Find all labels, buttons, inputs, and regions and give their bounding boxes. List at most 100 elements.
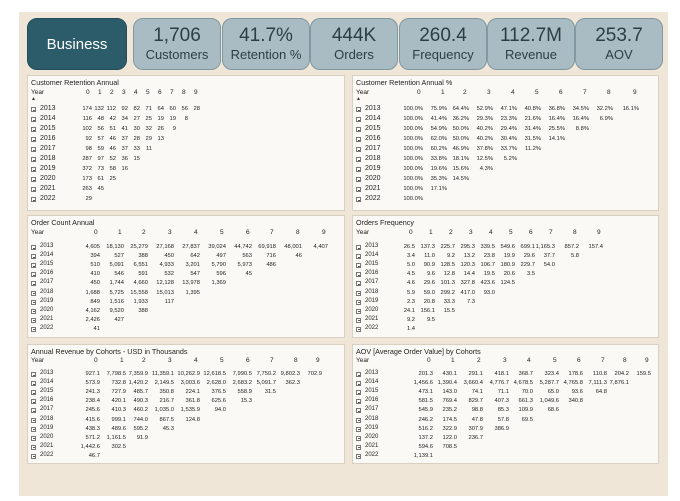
expand-row-icon[interactable] <box>31 372 36 377</box>
expand-row-icon[interactable] <box>356 281 361 287</box>
cohort-column-header[interactable]: 6 <box>246 229 250 236</box>
cohort-column-header[interactable]: 9 <box>633 89 637 96</box>
cohort-column-header[interactable]: 1 <box>441 89 445 96</box>
expand-row-icon[interactable] <box>31 417 36 423</box>
cohort-column-header[interactable]: 5 <box>509 229 513 236</box>
cohort-column-header[interactable]: 8 <box>607 89 611 96</box>
cohort-column-header[interactable]: 4 <box>489 229 493 236</box>
expand-row-icon[interactable] <box>356 245 361 250</box>
cohort-column-header[interactable]: 8 <box>294 357 298 364</box>
cohort-column-header[interactable]: 0 <box>427 357 431 364</box>
expand-row-icon[interactable] <box>31 435 36 441</box>
expand-row-icon[interactable] <box>356 127 361 132</box>
expand-row-icon[interactable] <box>31 127 36 132</box>
cohort-column-header[interactable]: 1 <box>429 229 433 236</box>
cohort-column-header[interactable]: 1 <box>120 357 124 364</box>
cohort-column-header[interactable]: 3 <box>122 89 126 96</box>
revenue-kpi[interactable]: 112.7M Revenue <box>487 18 575 70</box>
expand-row-icon[interactable] <box>356 290 361 296</box>
expand-row-icon[interactable] <box>356 408 361 414</box>
retention-kpi[interactable]: 41.7% Retention % <box>222 18 310 70</box>
expand-row-icon[interactable] <box>356 372 361 377</box>
cohort-column-header[interactable]: 2 <box>142 357 146 364</box>
cohort-column-header[interactable]: 3 <box>487 89 491 96</box>
expand-row-icon[interactable] <box>356 453 361 459</box>
year-column-header[interactable]: Year <box>356 357 370 364</box>
cohort-column-header[interactable]: 4 <box>194 357 198 364</box>
expand-row-icon[interactable] <box>31 408 36 414</box>
cohort-column-header[interactable]: 6 <box>559 89 563 96</box>
expand-row-icon[interactable] <box>31 290 36 296</box>
expand-row-icon[interactable] <box>31 177 36 182</box>
expand-row-icon[interactable] <box>31 326 36 332</box>
cohort-column-header[interactable]: 5 <box>220 357 224 364</box>
expand-row-icon[interactable] <box>31 157 36 162</box>
cohort-column-header[interactable]: 6 <box>529 229 533 236</box>
year-column-header[interactable]: Year <box>356 229 370 236</box>
expand-row-icon[interactable] <box>31 137 36 142</box>
expand-row-icon[interactable] <box>31 281 36 287</box>
cohort-column-header[interactable]: 4 <box>527 357 531 364</box>
cohort-column-header[interactable]: 0 <box>94 229 98 236</box>
cohort-column-header[interactable]: 6 <box>158 89 162 96</box>
cohort-column-header[interactable]: 9 <box>645 357 649 364</box>
cohort-column-header[interactable]: 3 <box>503 357 507 364</box>
expand-row-icon[interactable] <box>356 107 361 112</box>
cohort-column-header[interactable]: 2 <box>449 229 453 236</box>
cohort-column-header[interactable]: 0 <box>94 357 98 364</box>
customers-kpi[interactable]: 1,706 Customers <box>133 18 221 70</box>
cohort-column-header[interactable]: 2 <box>110 89 114 96</box>
year-column-header[interactable]: Year <box>31 89 45 96</box>
cohort-column-header[interactable]: 3 <box>469 229 473 236</box>
expand-row-icon[interactable] <box>356 187 361 192</box>
cohort-column-header[interactable]: 5 <box>220 229 224 236</box>
cohort-column-header[interactable]: 7 <box>601 357 605 364</box>
expand-row-icon[interactable] <box>31 254 36 260</box>
cohort-column-header[interactable]: 7 <box>583 89 587 96</box>
expand-row-icon[interactable] <box>356 435 361 441</box>
expand-row-icon[interactable] <box>356 157 361 162</box>
expand-row-icon[interactable] <box>356 272 361 278</box>
cohort-column-header[interactable]: 0 <box>86 89 90 96</box>
cohort-column-header[interactable]: 5 <box>553 357 557 364</box>
cohort-column-header[interactable]: 1 <box>98 89 102 96</box>
expand-row-icon[interactable] <box>356 317 361 323</box>
cohort-column-header[interactable]: 8 <box>182 89 186 96</box>
expand-row-icon[interactable] <box>31 197 36 202</box>
cohort-column-header[interactable]: 4 <box>194 229 198 236</box>
cohort-column-header[interactable]: 5 <box>146 89 150 96</box>
cohort-column-header[interactable]: 8 <box>296 229 300 236</box>
expand-row-icon[interactable] <box>356 263 361 269</box>
expand-row-icon[interactable] <box>31 426 36 432</box>
cohort-column-header[interactable]: 8 <box>623 357 627 364</box>
expand-row-icon[interactable] <box>31 399 36 405</box>
cohort-column-header[interactable]: 3 <box>168 357 172 364</box>
expand-row-icon[interactable] <box>31 147 36 152</box>
cohort-column-header[interactable]: 2 <box>142 229 146 236</box>
year-column-header[interactable]: Year <box>356 89 370 96</box>
expand-row-icon[interactable] <box>356 299 361 305</box>
cohort-column-header[interactable]: 7 <box>270 229 274 236</box>
sort-arrow-icon[interactable]: ▲ <box>31 96 36 102</box>
expand-row-icon[interactable] <box>31 167 36 172</box>
expand-row-icon[interactable] <box>31 299 36 305</box>
orders-kpi[interactable]: 444K Orders <box>310 18 398 70</box>
cohort-column-header[interactable]: 1 <box>451 357 455 364</box>
cohort-column-header[interactable]: 0 <box>409 229 413 236</box>
expand-row-icon[interactable] <box>356 326 361 332</box>
aov-kpi[interactable]: 253.7 AOV <box>575 18 663 70</box>
cohort-column-header[interactable]: 4 <box>511 89 515 96</box>
expand-row-icon[interactable] <box>31 381 36 387</box>
expand-row-icon[interactable] <box>31 263 36 269</box>
expand-row-icon[interactable] <box>356 426 361 432</box>
cohort-column-header[interactable]: 9 <box>597 229 601 236</box>
business-tab[interactable]: Business <box>27 18 127 70</box>
cohort-column-header[interactable]: 9 <box>316 357 320 364</box>
cohort-column-header[interactable]: 7 <box>270 357 274 364</box>
expand-row-icon[interactable] <box>356 399 361 405</box>
cohort-column-header[interactable]: 1 <box>118 229 122 236</box>
expand-row-icon[interactable] <box>356 444 361 450</box>
expand-row-icon[interactable] <box>356 254 361 260</box>
frequency-kpi[interactable]: 260.4 Frequency <box>399 18 487 70</box>
expand-row-icon[interactable] <box>31 187 36 192</box>
